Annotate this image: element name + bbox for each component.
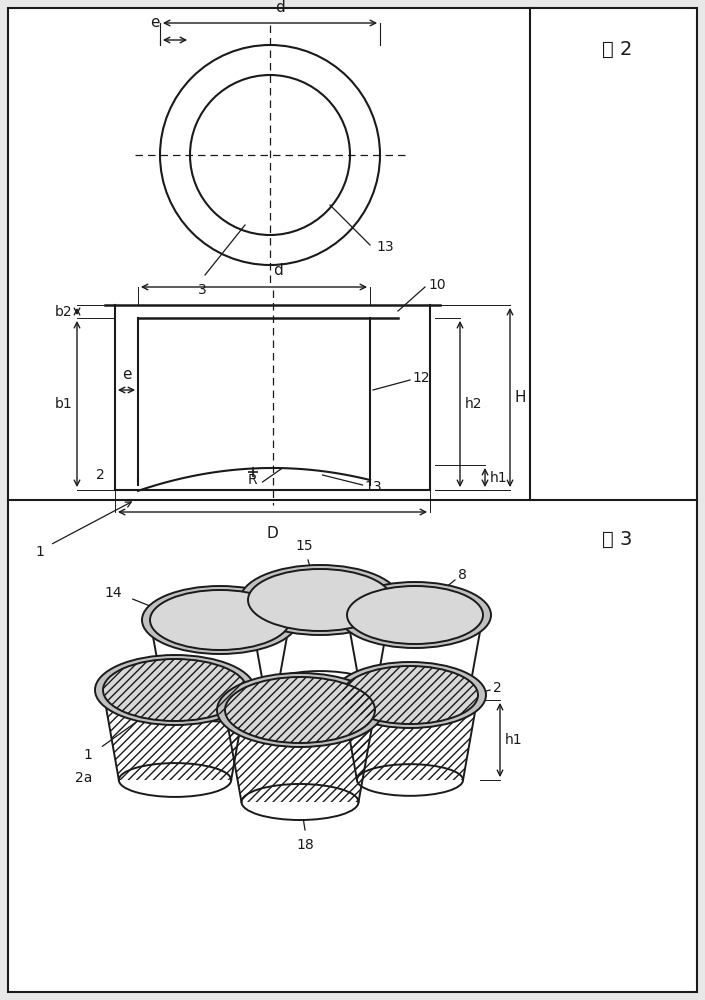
Text: 图 2: 图 2 <box>602 40 632 59</box>
Ellipse shape <box>357 764 463 796</box>
Text: 18: 18 <box>296 838 314 852</box>
Text: 2: 2 <box>493 681 502 695</box>
Ellipse shape <box>264 671 376 705</box>
Text: 14: 14 <box>104 586 122 600</box>
Text: 8: 8 <box>458 568 467 582</box>
Ellipse shape <box>339 582 491 648</box>
Text: h1: h1 <box>505 733 522 747</box>
Text: d: d <box>273 263 283 278</box>
Ellipse shape <box>119 763 231 797</box>
Ellipse shape <box>242 784 359 820</box>
Text: b2: b2 <box>54 304 72 318</box>
Text: b1: b1 <box>54 397 72 411</box>
Ellipse shape <box>225 677 375 743</box>
Text: 13: 13 <box>376 240 393 254</box>
Ellipse shape <box>342 666 478 724</box>
Circle shape <box>160 45 380 265</box>
Text: 2a: 2a <box>75 771 92 785</box>
Text: 1: 1 <box>35 545 44 559</box>
Ellipse shape <box>217 673 383 747</box>
Ellipse shape <box>347 586 483 644</box>
Ellipse shape <box>240 565 400 635</box>
Ellipse shape <box>103 659 247 721</box>
Ellipse shape <box>166 689 275 721</box>
Text: h1: h1 <box>490 471 508 485</box>
Text: 15: 15 <box>295 539 313 553</box>
Text: d: d <box>275 0 285 15</box>
Ellipse shape <box>95 655 255 725</box>
Text: e: e <box>122 367 131 382</box>
Text: e: e <box>150 15 160 30</box>
Ellipse shape <box>142 586 298 654</box>
Text: H: H <box>515 390 527 405</box>
Text: D: D <box>266 526 278 541</box>
Text: 10: 10 <box>428 278 446 292</box>
Ellipse shape <box>248 569 392 631</box>
Text: h2: h2 <box>465 397 482 411</box>
Text: 12: 12 <box>412 371 429 385</box>
Text: 图 3: 图 3 <box>602 530 632 549</box>
Ellipse shape <box>334 662 486 728</box>
Text: 3: 3 <box>197 283 207 297</box>
Ellipse shape <box>150 590 290 650</box>
Text: R: R <box>248 473 257 487</box>
Circle shape <box>190 75 350 235</box>
Ellipse shape <box>362 682 468 714</box>
Text: 2: 2 <box>97 468 105 482</box>
Text: 13: 13 <box>364 480 382 494</box>
Text: 1: 1 <box>83 748 92 762</box>
